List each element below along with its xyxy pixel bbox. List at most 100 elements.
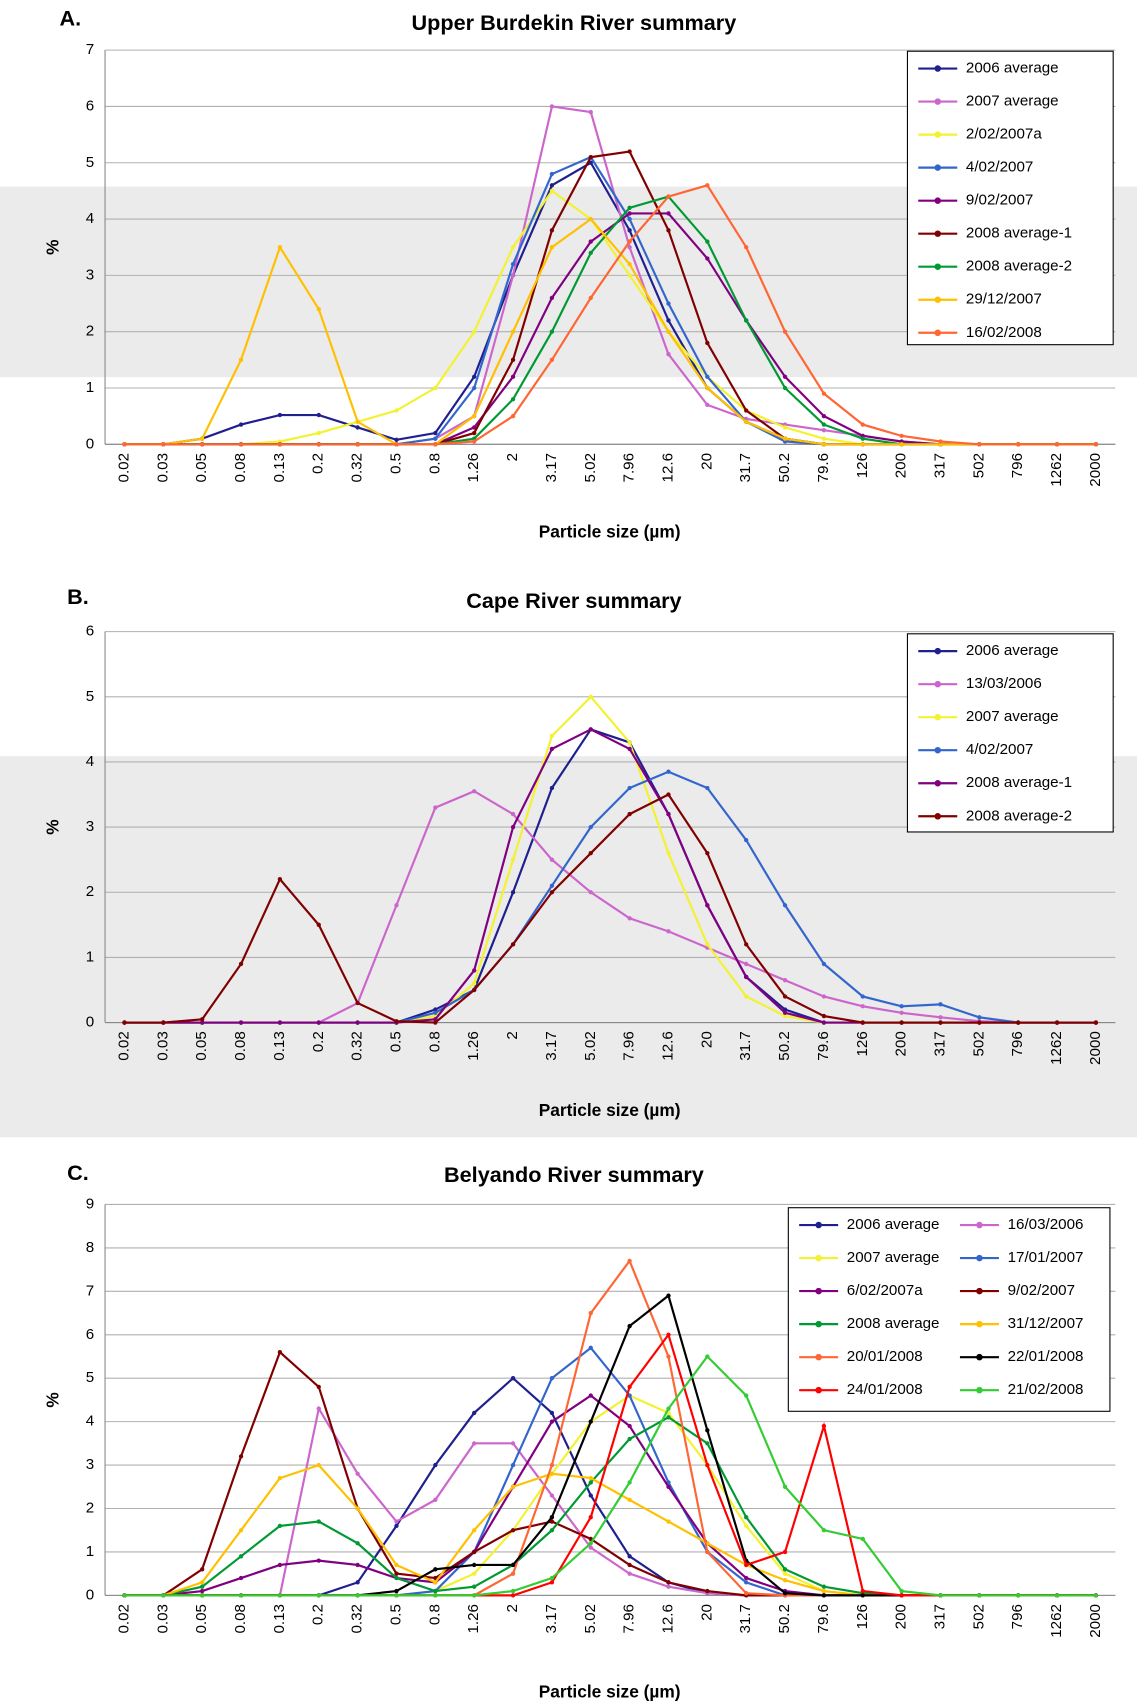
point (510, 413, 516, 419)
point (627, 1258, 632, 1264)
point (549, 1575, 555, 1581)
x-tick-label: 20 (698, 1031, 715, 1048)
point (549, 1528, 555, 1533)
legend-marker (976, 1386, 983, 1394)
point (666, 1484, 671, 1489)
point (821, 1013, 827, 1019)
point (821, 1020, 827, 1025)
x-tick-label: 0.5 (387, 453, 404, 474)
point (588, 1419, 593, 1424)
y-axis-title: % (43, 1392, 63, 1407)
point (666, 1293, 671, 1298)
point (433, 805, 438, 810)
x-tick-label: 79.6 (815, 1604, 832, 1634)
chart-title: Cape River summary (466, 588, 681, 613)
point (472, 1571, 477, 1576)
point (472, 1584, 477, 1589)
point (744, 994, 749, 999)
point (472, 1410, 477, 1416)
point (200, 1588, 205, 1594)
point (782, 978, 788, 983)
x-tick-label: 0.5 (387, 1604, 404, 1625)
point (355, 1020, 360, 1025)
point (394, 1519, 399, 1524)
point (860, 436, 865, 441)
point (122, 442, 127, 447)
point (782, 994, 788, 999)
point (316, 922, 321, 927)
point (666, 1406, 671, 1411)
point (977, 442, 982, 447)
point (433, 1010, 438, 1015)
point (666, 301, 671, 306)
point (627, 216, 632, 222)
point (782, 1571, 788, 1576)
point (782, 1567, 788, 1572)
point (588, 160, 593, 165)
point (627, 785, 632, 791)
y-tick-label: 6 (86, 623, 94, 640)
point (549, 1519, 555, 1524)
legend-marker (934, 746, 942, 754)
legend-marker (934, 65, 942, 72)
legend-marker (934, 230, 942, 237)
y-tick-label: 5 (86, 688, 94, 705)
point (510, 357, 516, 363)
point (510, 1462, 516, 1468)
point (472, 789, 477, 794)
point (666, 1584, 671, 1589)
point (394, 1571, 399, 1576)
point (821, 413, 827, 419)
point (200, 1567, 205, 1572)
point (588, 154, 593, 160)
point (316, 1406, 321, 1411)
x-tick-label: 3.17 (543, 453, 560, 483)
point (200, 1580, 205, 1585)
point (705, 402, 710, 408)
point (782, 903, 788, 908)
x-tick-label: 20 (698, 1604, 715, 1621)
point (161, 442, 166, 447)
point (627, 245, 632, 250)
x-tick-label: 1262 (1048, 1031, 1065, 1065)
legend-marker (934, 813, 942, 820)
point (666, 769, 671, 774)
y-tick-label: 6 (86, 1326, 94, 1343)
x-tick-label: 317 (931, 453, 948, 478)
x-axis-title: Particle size (µm) (539, 1681, 681, 1701)
point (705, 942, 710, 947)
legend-marker (934, 263, 942, 270)
legend-label: 31/12/2007 (1008, 1315, 1084, 1332)
point (200, 1584, 205, 1589)
series-line (124, 1463, 1096, 1597)
x-tick-label: 5.02 (582, 1604, 599, 1633)
point (782, 425, 788, 430)
point (549, 857, 555, 862)
x-tick-label: 0.2 (310, 1031, 327, 1052)
point (355, 1471, 360, 1476)
point (860, 994, 865, 999)
point (277, 877, 283, 882)
y-tick-label: 5 (86, 154, 94, 171)
point (549, 171, 555, 177)
legend-label: 2008 average (847, 1315, 940, 1332)
point (744, 961, 749, 967)
point (744, 1562, 749, 1568)
point (705, 850, 710, 856)
point (1093, 442, 1099, 447)
point (472, 1528, 477, 1533)
point (549, 733, 555, 739)
point (705, 239, 710, 244)
point (705, 1549, 710, 1555)
legend-box (787, 1207, 1111, 1412)
x-tick-label: 1.26 (465, 1604, 482, 1634)
point (1016, 1020, 1021, 1025)
point (549, 890, 555, 895)
legend-marker (934, 296, 942, 303)
point (782, 1591, 788, 1596)
x-tick-label: 0.8 (426, 453, 443, 474)
point (627, 1423, 632, 1429)
point (627, 1384, 632, 1390)
point (472, 430, 477, 436)
legend-label: 2008 average-1 (966, 774, 1072, 791)
